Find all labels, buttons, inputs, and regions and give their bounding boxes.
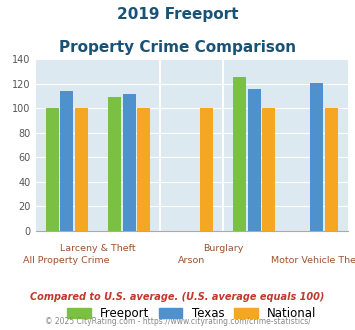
Legend: Freeport, Texas, National: Freeport, Texas, National [62, 302, 321, 325]
Bar [233, 77, 246, 231]
Bar [60, 91, 73, 231]
Bar [123, 94, 136, 231]
Bar [310, 83, 323, 231]
Bar [108, 97, 121, 231]
Text: Burglary: Burglary [203, 244, 243, 253]
Text: Property Crime Comparison: Property Crime Comparison [59, 40, 296, 54]
Bar [248, 89, 261, 231]
Text: 2019 Freeport: 2019 Freeport [117, 7, 238, 21]
Text: © 2025 CityRating.com - https://www.cityrating.com/crime-statistics/: © 2025 CityRating.com - https://www.city… [45, 317, 310, 326]
Text: All Property Crime: All Property Crime [23, 256, 110, 265]
Text: Motor Vehicle Theft: Motor Vehicle Theft [271, 256, 355, 265]
Text: Arson: Arson [178, 256, 205, 265]
Bar [46, 109, 59, 231]
Bar [137, 109, 150, 231]
Bar [200, 109, 213, 231]
Bar [75, 109, 88, 231]
Bar [325, 109, 338, 231]
Text: Larceny & Theft: Larceny & Theft [60, 244, 136, 253]
Text: Compared to U.S. average. (U.S. average equals 100): Compared to U.S. average. (U.S. average … [30, 292, 325, 302]
Bar [262, 109, 275, 231]
